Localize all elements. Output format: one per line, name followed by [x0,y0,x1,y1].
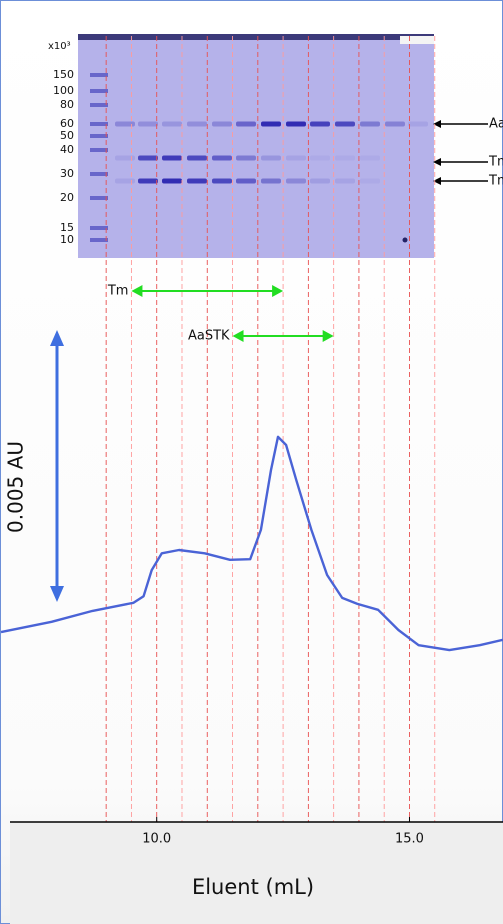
gel-band [115,122,135,127]
band-label: Tm1c [488,155,503,170]
marker-label: 40 [60,143,74,156]
chart: x10³ 0.005 AU Eluent (mL) 15010080605040… [0,0,503,924]
marker-label: 10 [60,233,74,246]
gel-band [261,156,281,161]
gel-band [162,156,182,161]
ladder-band [90,103,108,107]
gel-band [385,122,405,127]
gel-band [212,156,232,161]
ladder-band [90,226,108,230]
gel-band [187,156,207,161]
gel-band [286,179,306,184]
marker-label: 150 [53,68,74,81]
gel-band [360,179,380,184]
gel-band [138,122,158,127]
gel-band [360,122,380,127]
gel-band [187,179,207,184]
band-label: Tm2 [488,174,503,189]
gel-band [212,179,232,184]
ladder-band [90,122,108,126]
gel-unit: x10³ [48,41,71,52]
ladder-band [90,196,108,200]
marker-label: 20 [60,191,74,204]
gel-band [310,156,330,161]
gel-band [335,179,355,184]
gel-edge [400,36,434,44]
gel-band [138,179,158,184]
gel-band [187,122,207,127]
ladder-band [90,134,108,138]
gel-spot [403,238,408,243]
gel-band [138,156,158,161]
gel-band [162,179,182,184]
gel-band [310,122,330,127]
range-label: Tm [107,284,129,299]
gel-band [335,156,355,161]
gel-band [236,122,256,127]
gel-band [360,156,380,161]
ladder-band [90,148,108,152]
gel-band [286,156,306,161]
x-axis-label: Eluent (mL) [192,875,314,899]
ladder-band [90,89,108,93]
gel-band [335,122,355,127]
scale-bar-label: 0.005 AU [4,441,28,533]
gel-band [261,179,281,184]
marker-label: 30 [60,167,74,180]
band-label: AaSTK [489,117,503,132]
marker-label: 50 [60,129,74,142]
ladder-band [90,73,108,77]
range-label: AaSTK [188,329,230,344]
gel-band [115,156,135,161]
ladder-band [90,172,108,176]
gel-band [310,179,330,184]
gel-band [236,156,256,161]
gel-band [261,122,281,127]
gel-band [115,179,135,184]
gel-band [236,179,256,184]
ladder-band [90,238,108,242]
x-tick-label: 10.0 [142,832,171,847]
gel-band [212,122,232,127]
marker-label: 80 [60,98,74,111]
axis-band [10,822,503,924]
gel-band [408,122,428,127]
gel-band [286,122,306,127]
gel-band [162,122,182,127]
marker-label: 100 [53,84,74,97]
x-tick-label: 15.0 [395,832,424,847]
